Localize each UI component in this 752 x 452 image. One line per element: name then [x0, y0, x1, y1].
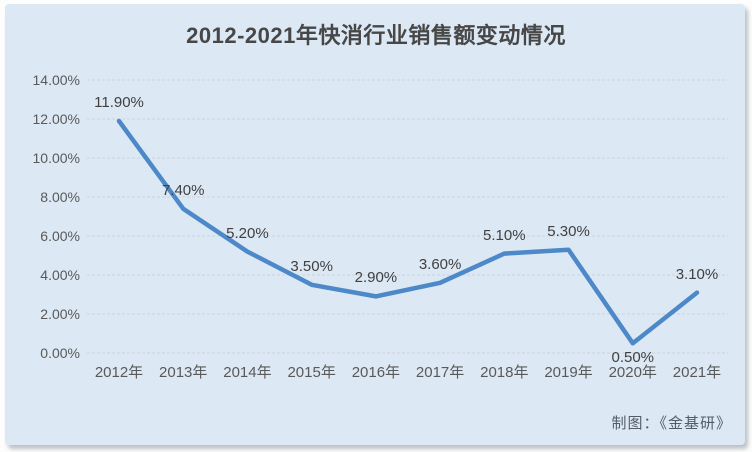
- chart-card: [5, 4, 745, 445]
- x-tick-label: 2012年: [94, 364, 144, 381]
- y-tick-label: 12.00%: [32, 111, 80, 127]
- x-tick-label: 2021年: [672, 364, 722, 381]
- y-tick-label: 6.00%: [40, 228, 80, 244]
- x-tick-label: 2014年: [223, 364, 272, 381]
- x-tick-label: 2013年: [159, 364, 208, 381]
- data-label: 2.90%: [354, 269, 398, 287]
- data-label: 5.10%: [483, 226, 526, 244]
- x-tick-label: 2019年: [544, 364, 593, 381]
- y-tick-label: 10.00%: [32, 150, 80, 166]
- data-label: 3.50%: [290, 257, 333, 275]
- y-tick-label: 14.00%: [32, 72, 80, 88]
- data-label: 3.60%: [418, 255, 462, 273]
- chart-title: 2012-2021年快消行业销售额变动情况: [186, 23, 566, 48]
- y-tick-label: 8.00%: [40, 189, 80, 205]
- credit-text: 制图：《金基研》: [611, 415, 732, 432]
- data-label: 7.40%: [161, 181, 205, 199]
- data-label: 11.90%: [94, 93, 144, 111]
- data-label: 5.30%: [547, 222, 590, 240]
- x-tick-label: 2016年: [351, 364, 401, 381]
- x-tick-label: 2018年: [480, 364, 529, 381]
- data-label: 5.20%: [226, 224, 269, 242]
- data-label: 3.10%: [675, 265, 719, 283]
- x-tick-label: 2020年: [608, 364, 657, 381]
- data-series-line: [116, 118, 700, 346]
- y-tick-label: 2.00%: [40, 306, 80, 322]
- data-label: 0.50%: [611, 349, 655, 367]
- x-tick-label: 2015年: [287, 364, 336, 381]
- x-tick-label: 2017年: [415, 364, 465, 381]
- y-tick-label: 0.00%: [40, 345, 80, 361]
- y-tick-label: 4.00%: [40, 267, 80, 283]
